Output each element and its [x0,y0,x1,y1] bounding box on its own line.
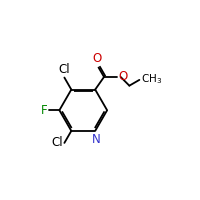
Text: CH$_3$: CH$_3$ [141,73,162,86]
Text: O: O [93,52,102,65]
Text: N: N [92,133,100,146]
Text: Cl: Cl [59,63,70,76]
Text: Cl: Cl [52,136,63,149]
Text: F: F [41,104,47,117]
Text: O: O [119,70,128,83]
